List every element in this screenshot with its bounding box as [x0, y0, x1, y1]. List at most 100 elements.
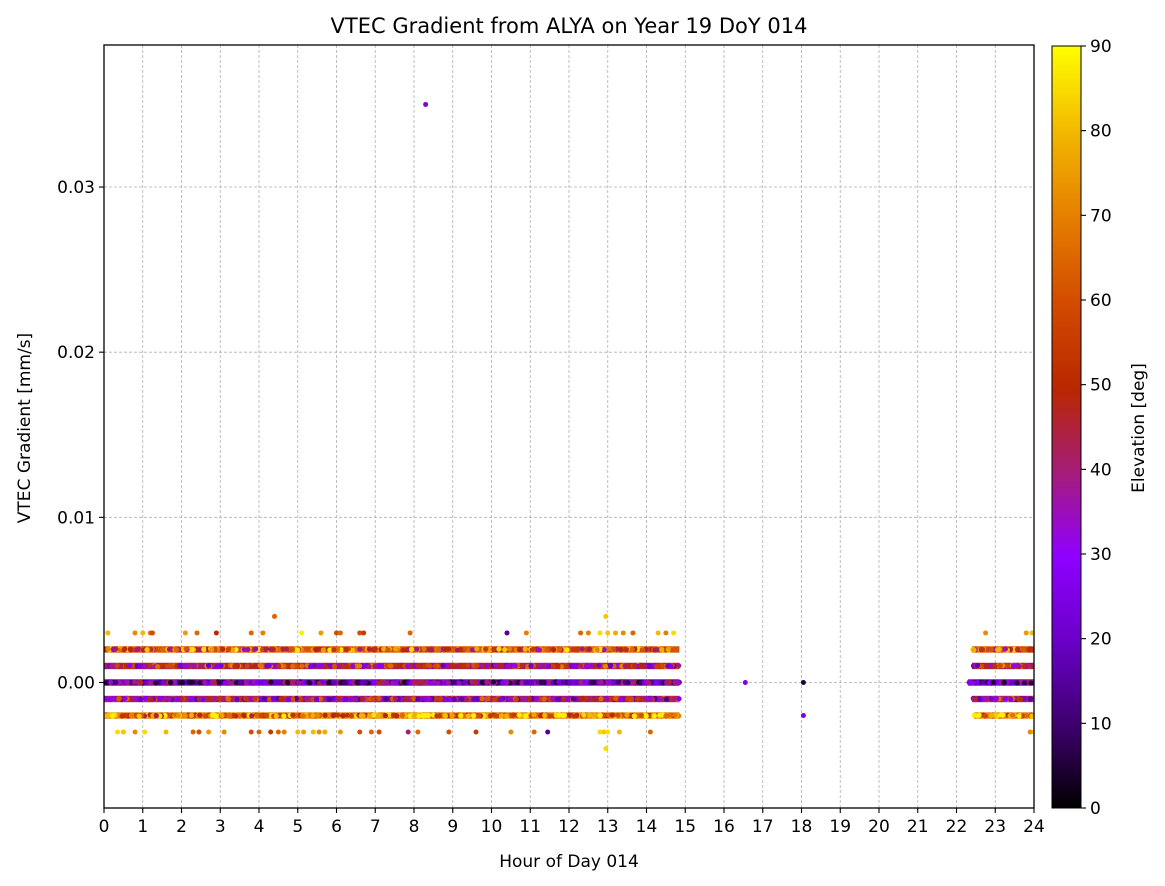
y-tick-label: 0.00	[57, 673, 95, 693]
band-point	[132, 696, 138, 702]
band-point	[594, 647, 600, 653]
data-point	[213, 630, 219, 636]
data-point	[446, 729, 452, 735]
data-point	[1029, 630, 1034, 636]
band-point	[104, 696, 108, 702]
band-point	[220, 646, 226, 652]
band-point	[432, 695, 439, 702]
band-point	[216, 679, 222, 685]
data-point	[256, 729, 262, 735]
band-point	[499, 680, 506, 686]
band-point	[147, 662, 153, 669]
band-point	[166, 646, 172, 652]
band-point	[1016, 713, 1022, 719]
band-point	[976, 695, 982, 702]
band-point	[613, 695, 619, 702]
data-point	[620, 630, 626, 636]
data-point	[206, 729, 212, 735]
data-point	[1023, 630, 1029, 636]
band-point	[188, 696, 194, 702]
band-point	[541, 679, 547, 686]
band-point	[993, 695, 999, 702]
band-point	[560, 696, 567, 702]
data-point	[221, 729, 227, 735]
band-point	[399, 712, 406, 718]
band-point	[331, 680, 337, 686]
colorbar-tick-label: 40	[1090, 460, 1112, 480]
band-point	[175, 696, 181, 702]
band-point	[988, 696, 994, 702]
band-point	[124, 679, 130, 685]
band-point	[344, 663, 350, 670]
data-point	[616, 729, 622, 735]
band-point	[445, 680, 452, 686]
data-point	[671, 630, 677, 636]
y-tick-label: 0.03	[57, 178, 95, 198]
band-point	[121, 646, 128, 652]
band-point	[630, 680, 636, 686]
band-point	[479, 679, 485, 685]
band-point	[147, 680, 153, 686]
band-point	[449, 712, 455, 718]
band-point	[189, 646, 196, 653]
band-point	[639, 696, 645, 702]
band-point	[652, 647, 658, 653]
band-point	[625, 695, 631, 702]
chart-title: VTEC Gradient from ALYA on Year 19 DoY 0…	[331, 14, 808, 38]
band-point	[393, 680, 399, 686]
x-tick-label: 1	[137, 817, 148, 837]
band-point	[571, 713, 578, 719]
band-point	[267, 696, 273, 702]
band-point	[574, 647, 580, 653]
band-point	[343, 646, 349, 652]
band-point	[570, 646, 576, 652]
data-point	[295, 729, 301, 735]
band-point	[598, 679, 604, 685]
colorbar-tick-label: 70	[1090, 206, 1112, 226]
band-point	[310, 712, 316, 719]
band-point	[561, 712, 567, 718]
band-point	[138, 696, 144, 703]
band-point	[506, 646, 513, 652]
band-point	[110, 696, 117, 702]
band-point	[205, 662, 212, 669]
band-point	[646, 680, 652, 686]
band-point	[541, 696, 547, 702]
band-point	[197, 663, 204, 669]
band-point	[459, 696, 465, 702]
y-tick-label: 0.01	[57, 508, 95, 528]
band-point	[442, 713, 449, 719]
band-point	[550, 647, 557, 653]
band-point	[225, 646, 232, 652]
band-point	[974, 679, 981, 685]
band-point	[109, 663, 115, 669]
band-point	[233, 647, 239, 653]
band-point	[276, 663, 282, 669]
band-point	[660, 696, 666, 702]
band-point	[1002, 696, 1009, 702]
band-point	[238, 679, 244, 686]
x-tick-label: 23	[984, 817, 1006, 837]
band-point	[624, 712, 630, 718]
band-point	[598, 696, 604, 702]
data-point	[605, 630, 611, 636]
band-point	[116, 696, 122, 702]
band-point	[491, 646, 497, 652]
band-point	[484, 663, 490, 669]
band-point	[264, 712, 270, 719]
band-point	[513, 696, 519, 703]
band-point	[635, 696, 641, 702]
band-point	[659, 663, 665, 669]
band-point	[566, 712, 572, 718]
band-point	[591, 712, 597, 718]
band-point	[666, 679, 673, 685]
band-point	[668, 712, 674, 718]
band-point	[317, 696, 324, 702]
x-tick-label: 9	[447, 817, 458, 837]
band-point	[567, 679, 573, 685]
band-point	[110, 646, 116, 652]
band-point	[128, 712, 134, 719]
data-point	[142, 729, 148, 735]
band-point	[347, 696, 353, 703]
data-point	[357, 729, 363, 735]
